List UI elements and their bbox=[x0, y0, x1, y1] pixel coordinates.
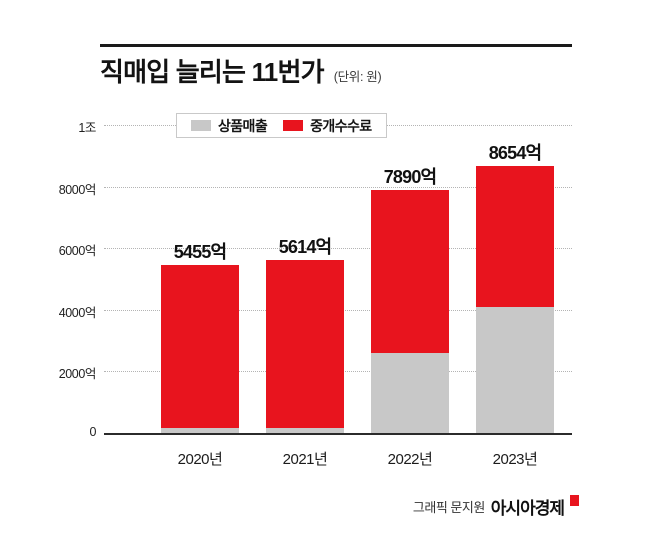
unit-note: (단위: 원) bbox=[333, 70, 382, 84]
y-axis-tick-label: 1조 bbox=[78, 121, 96, 135]
legend-label: 상품매출 bbox=[218, 117, 268, 134]
bar-segment[interactable] bbox=[371, 189, 449, 353]
title-row: 직매입 늘리는 11번가 (단위: 원) bbox=[100, 52, 580, 88]
legend-entry: 상품매출 bbox=[191, 116, 268, 136]
bar-segment[interactable] bbox=[476, 306, 554, 433]
y-axis-tick-label: 2000억 bbox=[58, 367, 97, 382]
bar-value-label: 5455억 bbox=[173, 241, 227, 262]
y-axis-tick-label: 4000억 bbox=[58, 305, 97, 320]
legend-swatch-icon bbox=[283, 120, 304, 131]
page-title: 직매입 늘리는 11번가 bbox=[100, 57, 325, 87]
chart-legend: 상품매출 중개수수료 bbox=[176, 113, 387, 138]
gridline bbox=[104, 248, 572, 250]
bar-segment[interactable] bbox=[161, 264, 239, 429]
stacked-bar[interactable] bbox=[161, 264, 239, 433]
bar-group: 5614억 2021년 bbox=[266, 0, 344, 533]
bar-group: 5455억 2020년 bbox=[161, 0, 239, 533]
credit-outlet-label: 아시아경제 bbox=[490, 499, 565, 518]
legend-swatch-icon bbox=[191, 120, 211, 131]
credit-graphic-label: 그래픽 문지원 bbox=[412, 500, 485, 515]
stacked-bar[interactable] bbox=[476, 166, 554, 433]
x-axis-line bbox=[104, 433, 572, 435]
credit-line: 그래픽 문지원 아시아경제 bbox=[413, 494, 579, 519]
outlet-logo-icon bbox=[570, 495, 579, 506]
stacked-bar[interactable] bbox=[371, 189, 449, 433]
bar-group: 8654억 2023년 bbox=[476, 0, 554, 533]
legend-entry: 중개수수료 bbox=[283, 116, 372, 136]
x-axis-tick-label: 2020년 bbox=[177, 451, 223, 468]
x-axis-tick-label: 2021년 bbox=[282, 451, 328, 468]
bar-segment[interactable] bbox=[161, 428, 239, 433]
x-axis-tick-label: 2022년 bbox=[387, 451, 433, 468]
bar-segment[interactable] bbox=[266, 428, 344, 433]
bar-value-label: 8654억 bbox=[488, 143, 542, 164]
bar-segment[interactable] bbox=[371, 352, 449, 433]
legend-label: 중개수수료 bbox=[310, 117, 372, 134]
y-axis-tick-label: 6000억 bbox=[58, 244, 97, 259]
bar-segment[interactable] bbox=[476, 166, 554, 307]
y-axis-tick-label: 0 bbox=[89, 425, 96, 439]
x-axis-tick-label: 2023년 bbox=[492, 451, 538, 468]
bar-value-label: 5614억 bbox=[278, 237, 332, 258]
gridline bbox=[104, 186, 572, 188]
header-rule bbox=[100, 44, 572, 47]
bar-segment[interactable] bbox=[266, 260, 344, 429]
bar-group: 7890억 2022년 bbox=[371, 0, 449, 533]
stacked-bar[interactable] bbox=[266, 260, 344, 433]
bar-value-label: 7890억 bbox=[383, 166, 437, 187]
y-axis-tick-label: 8000억 bbox=[58, 182, 97, 197]
